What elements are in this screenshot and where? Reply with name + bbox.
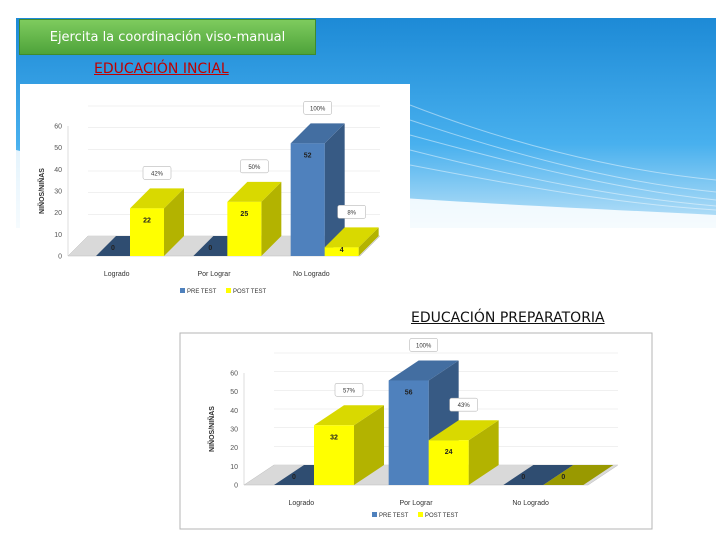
y-tick-label: 0 [58, 254, 62, 261]
percent-callout-label: 57% [343, 388, 356, 394]
y-axis-title: NIÑOS/NIÑAS [37, 168, 46, 214]
bar-value-label: 52 [304, 152, 312, 159]
percent-callout-box [334, 382, 364, 397]
y-axis-title: NIÑOS/NIÑAS [207, 406, 216, 452]
legend-label: PRE TEST [187, 289, 217, 295]
bar-flat-post-test [543, 465, 614, 485]
percent-callout-box [303, 101, 332, 115]
bar-top-post-test [324, 227, 379, 248]
bar-top-post-test [428, 420, 499, 441]
y-tick-label: 10 [54, 232, 62, 239]
x-category-label: Logrado [288, 500, 314, 507]
bar-value-label: 0 [561, 474, 565, 481]
bar-value-label: 0 [292, 474, 296, 481]
percent-callout-label: 100% [310, 106, 326, 112]
section-label-preparatoria: EDUCACIÓN PREPARATORIA [411, 310, 605, 326]
percent-callout-box [240, 159, 269, 174]
bar-value-label: 0 [208, 245, 212, 252]
section-label-inicial: EDUCACIÓN INCIAL [94, 61, 229, 77]
legend-label: POST TEST [233, 289, 266, 295]
bar-top-post-test [130, 188, 184, 209]
legend-label: PRE TEST [379, 513, 409, 519]
legend-swatch [418, 512, 423, 517]
bar-flat-pre-test [503, 465, 574, 485]
y-tick-label: 30 [54, 189, 62, 196]
bar-post-test [130, 208, 164, 256]
percent-callout-label: 43% [458, 403, 471, 409]
y-tick-label: 0 [234, 483, 238, 490]
bar-post-test [227, 201, 262, 256]
bar-pre-test [290, 143, 325, 256]
bar-side-post-test [358, 227, 379, 256]
bar-top-post-test [227, 181, 282, 202]
bar-value-label: 56 [405, 389, 413, 396]
x-category-label: Por Lograr [399, 500, 433, 507]
bar-value-label: 0 [521, 474, 525, 481]
bar-value-label: 24 [445, 449, 453, 456]
y-tick-label: 20 [230, 445, 238, 452]
legend-label: POST TEST [425, 513, 458, 519]
bar-side-post-test [468, 420, 499, 485]
bar-top-pre-test [388, 360, 459, 381]
bar-post-test [428, 440, 469, 485]
bar-value-label: 22 [143, 217, 151, 224]
y-tick-label: 50 [54, 145, 62, 152]
y-tick-label: 60 [230, 371, 238, 378]
bar-post-test [314, 425, 354, 485]
percent-callout-box [142, 166, 172, 180]
percent-callout-box [449, 397, 478, 412]
y-tick-label: 10 [230, 464, 238, 471]
percent-callout-label: 42% [151, 171, 164, 177]
bar-value-label: 32 [330, 434, 338, 441]
bar-pre-test [388, 380, 429, 485]
bar-post-test [324, 247, 359, 256]
bar-value-label: 25 [240, 211, 248, 218]
chart-educacion-inicial: 0 10 20 30 40 50 60 NIÑOS/NIÑAS 0 22 42% Logrado 0 25… [37, 101, 381, 295]
x-category-label: Logrado [104, 271, 130, 278]
bar-side-post-test [261, 181, 282, 256]
x-category-label: No Logrado [293, 271, 330, 278]
x-category-label: No Logrado [512, 500, 549, 507]
bar-side-post-test [354, 405, 384, 485]
percent-callout-label: 100% [416, 343, 432, 349]
y-tick-label: 20 [54, 210, 62, 217]
x-category-label: Por Lograr [197, 271, 231, 278]
bar-top-pre-test [290, 123, 345, 144]
bar-value-label: 4 [340, 247, 344, 254]
bar-top-post-test [314, 405, 384, 426]
y-tick-label: 40 [230, 408, 238, 415]
legend-swatch [180, 288, 185, 293]
percent-callout-label: 50% [248, 165, 261, 171]
percent-callout-box [337, 205, 366, 219]
y-tick-label: 60 [54, 124, 62, 131]
y-tick-label: 50 [230, 389, 238, 396]
y-tick-label: 30 [230, 427, 238, 434]
legend-swatch [372, 512, 377, 517]
percent-callout-label: 8% [347, 210, 356, 216]
bar-value-label: 0 [111, 245, 115, 252]
legend-swatch [226, 288, 231, 293]
bar-side-post-test [164, 188, 184, 256]
percent-callout-box [409, 338, 438, 352]
bar-side-pre-test [324, 123, 345, 256]
y-tick-label: 40 [54, 167, 62, 174]
slide-title-tab: Ejercita la coordinación viso-manual [19, 19, 316, 55]
chart-educacion-preparatoria: 0 10 20 30 40 50 60 NIÑOS/NIÑAS 0 32 57% Logrado 56 1… [207, 338, 619, 519]
